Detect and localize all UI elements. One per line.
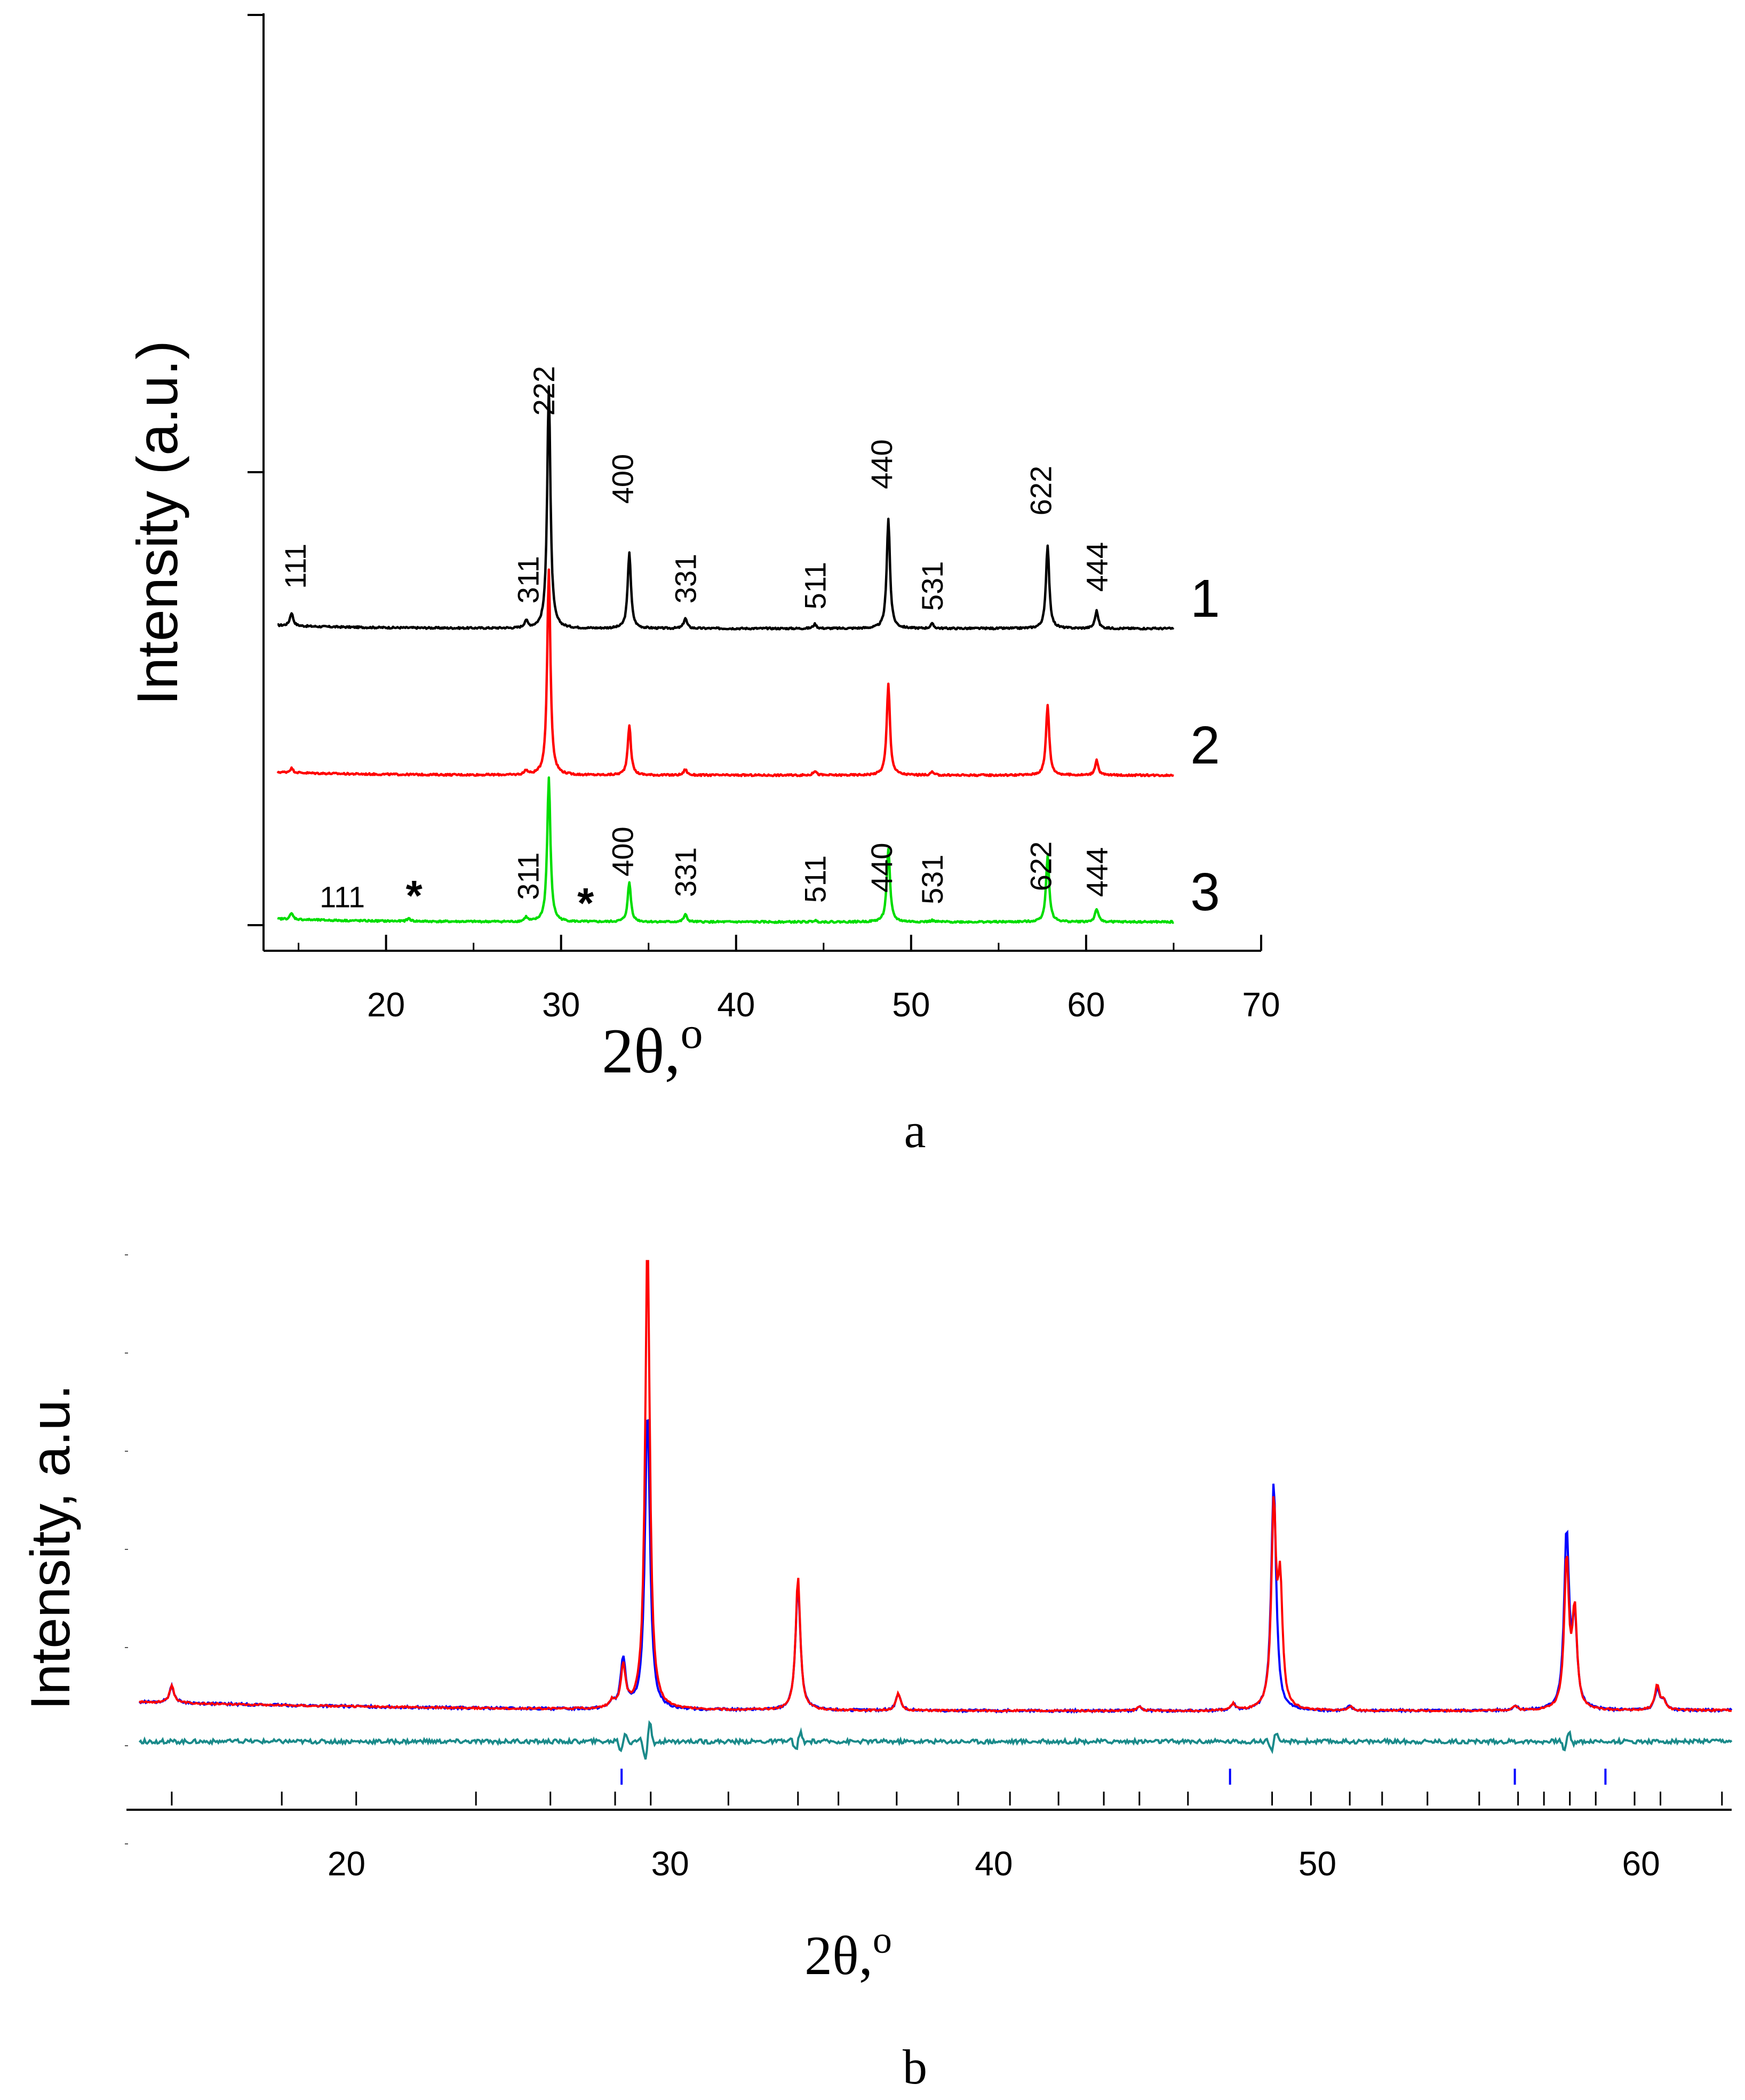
- panel-a-hkl-label: 622: [1024, 841, 1058, 891]
- panel-b-y-ticks: [125, 1254, 128, 1844]
- panel-a-curve-label: 1: [1190, 569, 1220, 629]
- panel-a-hkl-label: 531: [915, 561, 949, 611]
- panel-a-hkl-label: 444: [1080, 847, 1114, 897]
- panel-a-hkl-label: 311: [511, 556, 545, 603]
- panel-a-x-tick-label: 70: [1242, 985, 1280, 1024]
- panel-a-hkl-label: 622: [1024, 466, 1058, 515]
- panel-a-impurity-star: *: [406, 872, 423, 919]
- panel-a-hkl-label: 111: [320, 880, 365, 914]
- panel-b-x-tick-label: 20: [328, 1844, 365, 1883]
- panel-a-series-2-line: [276, 568, 1174, 777]
- panel-a-hkl-label: 222: [527, 366, 561, 416]
- panel-a-label: a: [904, 1103, 926, 1158]
- panel-a-hkl-label: 400: [606, 454, 640, 504]
- panel-a-series-1-line: [277, 385, 1175, 631]
- panel-a-hkl-label: 511: [798, 562, 832, 609]
- panel-b-x-ticks: 20 30 40 50 60: [328, 1844, 1660, 1883]
- panel-a-x-tick-label: 50: [892, 985, 930, 1024]
- panel-a-hkl-label: 400: [606, 826, 640, 876]
- panel-a-hkl-label: 331: [669, 847, 703, 897]
- panel-a-hkl-label: 311: [511, 853, 545, 900]
- panel-b-chart: 20 30 40 50 60 Intensity, a.u. 2θ,o b: [20, 1254, 1733, 2094]
- panel-a-hkl-label: 531: [915, 855, 949, 904]
- panel-a-x-tick-label: 40: [717, 985, 755, 1024]
- panel-a-x-tick-label: 60: [1067, 985, 1105, 1024]
- panel-b-x-tick-label: 40: [975, 1844, 1013, 1883]
- panel-a-hkl-label: 440: [865, 843, 898, 893]
- panel-b-x-tick-label: 50: [1298, 1844, 1336, 1883]
- panel-a-curve-label: 2: [1190, 715, 1220, 775]
- panel-a-series-group: [276, 385, 1175, 924]
- panel-b-y-axis-title: Intensity, a.u.: [20, 1385, 82, 1711]
- panel-a-x-tick-label: 20: [367, 985, 405, 1024]
- panel-a-chart: 20 30 40 50 60 70 111 311 222 400 331 511 440 531 622…: [125, 13, 1280, 1158]
- panel-a-x-tick-label: 30: [542, 985, 580, 1024]
- panel-a-y-axis-title: Intensity (a.u.): [125, 340, 189, 705]
- panel-a-x-axis-title: 2θ,o: [602, 1008, 703, 1086]
- panel-a-annotations: 111 311 222 400 331 511 440 531 622 444 111 311 400 3…: [278, 366, 1220, 927]
- panel-b-calculated-line: [138, 1260, 1732, 1713]
- panel-b-series-group: [138, 1260, 1733, 1760]
- panel-a-hkl-label: 331: [669, 554, 703, 603]
- panel-a-curve-label: 3: [1190, 862, 1220, 922]
- panel-a-impurity-star: *: [577, 879, 594, 927]
- panel-a-hkl-label: 444: [1080, 542, 1114, 592]
- panel-a-x-ticks: 20 30 40 50 60 70: [298, 935, 1280, 1024]
- panel-b-x-axis-title: 2θ,o: [804, 1919, 892, 1986]
- panel-b-difference-line: [138, 1720, 1733, 1760]
- panel-a-hkl-label: 511: [798, 855, 832, 903]
- panel-a-axes: [248, 13, 1261, 952]
- panel-b-bragg-markers: [171, 1769, 1723, 1805]
- panel-a-hkl-label: 111: [278, 544, 312, 589]
- panel-a-series-3-line: [277, 776, 1174, 924]
- panel-a-hkl-label: 440: [865, 439, 898, 489]
- panel-b-x-tick-label: 30: [651, 1844, 689, 1883]
- panel-b-x-tick-label: 60: [1622, 1844, 1660, 1883]
- panel-b-label: b: [903, 2040, 927, 2094]
